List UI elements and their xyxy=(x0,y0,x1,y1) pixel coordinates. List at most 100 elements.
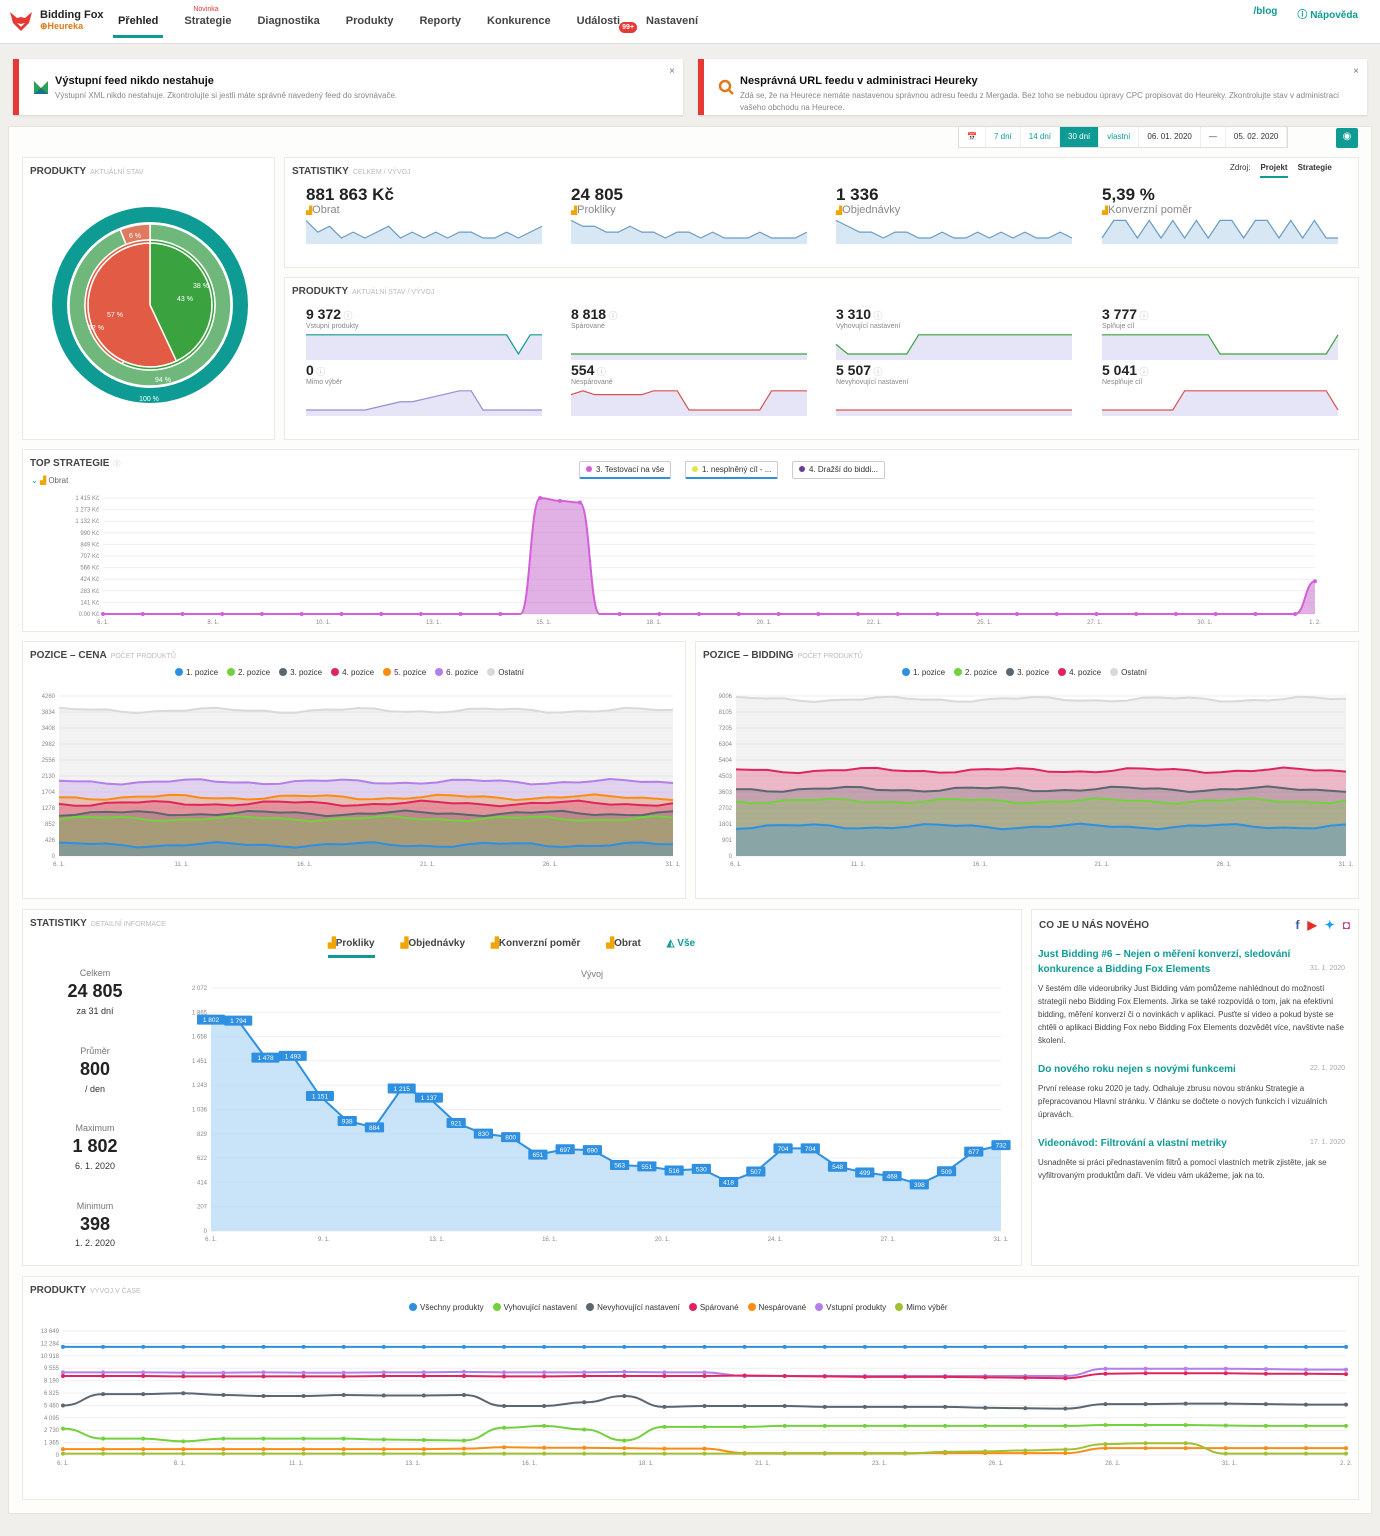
data-point xyxy=(943,1374,948,1379)
legend-item[interactable]: Všechny produkty xyxy=(409,1303,484,1312)
data-point xyxy=(299,612,304,616)
data-point xyxy=(261,1436,266,1441)
x-tick-label: 11. 1. xyxy=(289,1461,304,1467)
metric-select[interactable]: ⌄ ▟ Obrat xyxy=(31,476,69,485)
nav-reporty[interactable]: Reporty xyxy=(419,15,462,27)
tab-conversion[interactable]: ▟Konverzní poměr xyxy=(491,938,581,949)
stat-revenue-label: ▟Obrat xyxy=(306,204,340,216)
data-point xyxy=(1103,1344,1108,1349)
product-sparkline-fill xyxy=(571,354,807,360)
summary-max-label: Maximum xyxy=(75,1123,115,1133)
data-point xyxy=(421,1447,426,1452)
close-icon[interactable]: × xyxy=(669,66,675,77)
legend-item[interactable]: Nespárované xyxy=(747,1303,806,1312)
top-bar: Bidding Fox ⊕Heureka Přehled Novinka Stra… xyxy=(0,0,1380,44)
date-from-input[interactable]: 06. 01. 2020 xyxy=(1139,127,1201,147)
legend-item[interactable]: 1. pozice xyxy=(175,668,218,677)
legend-item[interactable]: Mimo výběr xyxy=(895,1303,948,1312)
legend-item[interactable]: Vstupní produkty xyxy=(815,1303,886,1312)
legend-item[interactable]: 2. pozice xyxy=(227,668,270,677)
product-sparkline-fill xyxy=(1102,390,1338,416)
nav-konkurence[interactable]: Konkurence xyxy=(487,15,551,27)
strategy-pill-2[interactable]: 1. nesplněný cíl - ... xyxy=(685,461,779,479)
data-point xyxy=(1173,612,1178,616)
data-label-bg xyxy=(964,1146,984,1157)
news-item-title[interactable]: Do nového roku nejen s novými funkcemi xyxy=(1038,1064,1236,1075)
info-icon: ⓘ xyxy=(606,311,618,321)
instagram-icon[interactable]: ◘ xyxy=(1342,918,1350,932)
nav-diagnostika[interactable]: Diagnostika xyxy=(257,15,320,27)
y-tick-label: 414 xyxy=(197,1180,208,1186)
legend-item[interactable]: 6. pozice xyxy=(435,668,478,677)
y-tick-label: 1801 xyxy=(719,822,733,828)
series-area xyxy=(59,841,673,856)
legend-item[interactable]: Nevyhovující nastavení xyxy=(586,1303,680,1312)
tab-all[interactable]: ◭ Vše xyxy=(666,938,696,949)
data-point xyxy=(1303,1451,1308,1456)
twitter-icon[interactable]: ✦ xyxy=(1324,918,1335,932)
youtube-icon[interactable]: ▶ xyxy=(1307,918,1317,932)
legend-item[interactable]: Spárované xyxy=(688,1303,739,1312)
x-tick-label: 24. 1. xyxy=(768,1237,783,1243)
legend-item[interactable]: 4. pozice xyxy=(331,668,374,677)
legend-item[interactable]: 2. pozice xyxy=(954,668,997,677)
tab-clicks[interactable]: ▟Prokliky xyxy=(328,938,375,958)
tab-revenue[interactable]: ▟Obrat xyxy=(606,938,641,949)
source-tab-strategy[interactable]: Strategie xyxy=(1297,163,1332,172)
data-point xyxy=(221,1447,226,1452)
legend-item[interactable]: 5. pozice xyxy=(383,668,426,677)
strategy-pill-3[interactable]: 4. Dražší do biddi... xyxy=(792,461,885,479)
nav-nastaveni[interactable]: Nastavení xyxy=(646,15,699,27)
blog-link[interactable]: /blog xyxy=(1253,6,1278,17)
news-item-title[interactable]: Just Bidding #6 – Nejen o měření konverz… xyxy=(1038,949,1291,975)
range-30-days[interactable]: 30 dní xyxy=(1060,127,1100,147)
chevron-down-icon: ⌄ xyxy=(31,476,38,485)
nav-strategie[interactable]: Novinka Strategie xyxy=(171,0,244,44)
brand-logo[interactable]: Bidding Fox ⊕Heureka xyxy=(8,8,104,34)
data-point xyxy=(1263,1344,1268,1349)
legend-item[interactable]: 4. pozice xyxy=(1058,668,1101,677)
nav-udalosti[interactable]: Události 99+ xyxy=(564,0,638,44)
calendar-icon[interactable]: 📅 xyxy=(959,127,986,147)
series-line xyxy=(58,793,674,802)
nav-produkty[interactable]: Produkty xyxy=(345,15,394,27)
strategy-pill-1[interactable]: 3. Testovací na vše xyxy=(579,461,672,479)
source-tab-project[interactable]: Projekt xyxy=(1260,163,1288,178)
data-point xyxy=(1023,1406,1028,1411)
data-point xyxy=(557,498,562,503)
range-14-days[interactable]: 14 dní xyxy=(1021,127,1061,147)
legend-item[interactable]: Vyhovující nastavení xyxy=(492,1303,577,1312)
date-to-input[interactable]: 05. 02. 2020 xyxy=(1226,127,1288,147)
data-point xyxy=(1263,1423,1268,1428)
stat-revenue-value: 881 863 Kč xyxy=(306,185,394,204)
legend-item[interactable]: 1. pozice xyxy=(902,668,945,677)
data-label-bg xyxy=(473,1128,494,1139)
facebook-icon[interactable]: f xyxy=(1295,918,1300,932)
data-point xyxy=(421,1344,426,1349)
range-7-days[interactable]: 7 dní xyxy=(986,127,1021,147)
nav-prehled[interactable]: Přehled xyxy=(105,0,171,44)
top-strategy-card: Top strategie ⓘ ⌄ ▟ Obrat 3. Testovací na… xyxy=(22,449,1359,632)
range-custom[interactable]: vlastní xyxy=(1099,127,1140,147)
legend-item[interactable]: Ostatní xyxy=(487,668,524,677)
data-label: 697 xyxy=(560,1147,571,1154)
legend-item[interactable]: 3. pozice xyxy=(279,668,322,677)
series-line xyxy=(735,695,1347,704)
data-point xyxy=(943,1449,948,1454)
position-bidding-legend: 1. pozice 2. pozice 3. pozice 4. pozice Osta… xyxy=(902,668,1147,677)
close-icon[interactable]: × xyxy=(1353,66,1359,77)
legend-item[interactable]: 3. pozice xyxy=(1006,668,1049,677)
source-label: Zdroj: xyxy=(1230,163,1251,172)
help-link[interactable]: ⓘ Nápověda xyxy=(1297,10,1358,21)
data-point xyxy=(542,1445,547,1450)
news-item-title[interactable]: Videonávod: Filtrování a vlastní metriky xyxy=(1038,1138,1227,1149)
legend-item[interactable]: Ostatní xyxy=(1110,668,1147,677)
tab-orders[interactable]: ▟Objednávky xyxy=(400,938,466,949)
data-point xyxy=(1344,1451,1348,1456)
product-metric-value: 5 041 ⓘ xyxy=(1102,362,1149,378)
data-label: 398 xyxy=(914,1182,925,1189)
camera-button[interactable]: ◉ xyxy=(1336,128,1358,148)
data-point xyxy=(702,1451,707,1456)
data-point xyxy=(702,1403,707,1408)
card-title: Statistiky detailní informace xyxy=(30,918,166,929)
